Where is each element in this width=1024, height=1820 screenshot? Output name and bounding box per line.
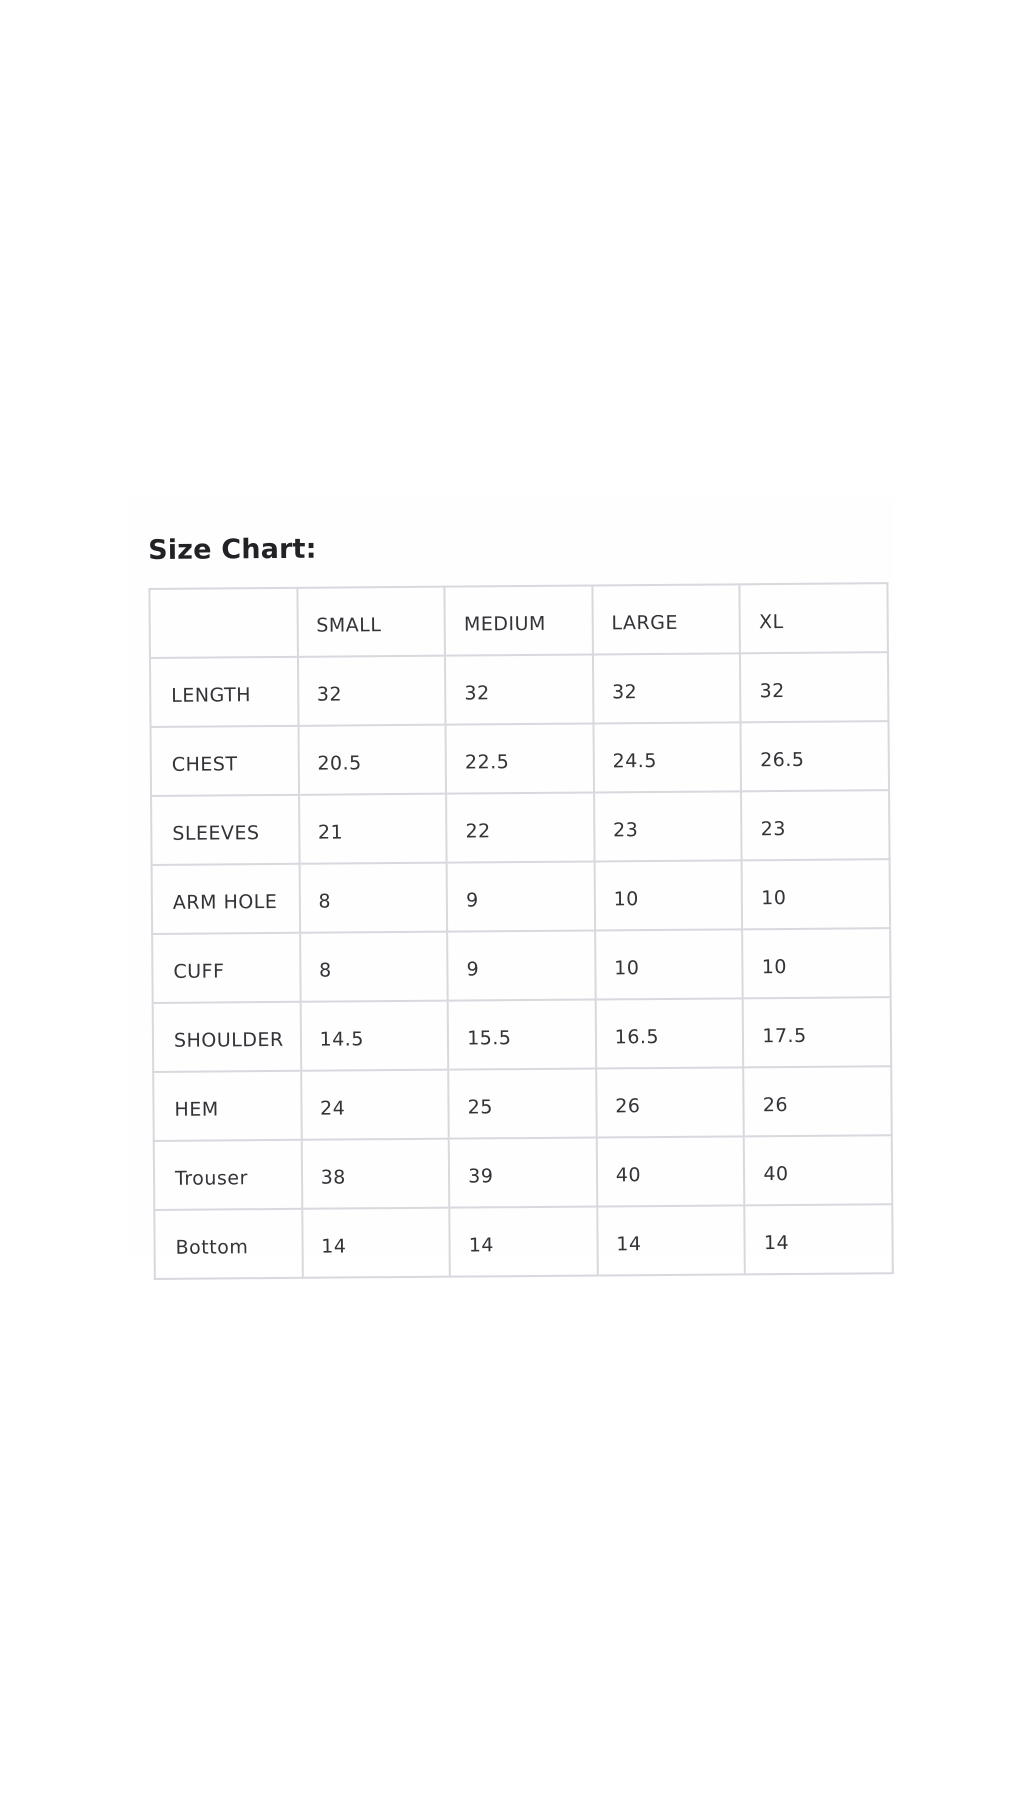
table-cell: 10 [742,928,891,999]
table-cell: 15.5 [447,999,596,1070]
header-row: SMALL MEDIUM LARGE XL [149,583,888,658]
table-cell: 39 [448,1137,598,1208]
column-header-empty [149,587,298,658]
table-cell: 32 [445,654,594,725]
table-cell: 14 [744,1204,893,1275]
table-cell: 22 [446,792,595,863]
table-cell: 32 [592,653,741,724]
table-cell: 14 [597,1205,746,1276]
table-row: ARM HOLE 8 9 10 10 [151,859,891,934]
row-label: SLEEVES [151,794,300,865]
row-label: Bottom [154,1208,303,1279]
table-cell: 32 [297,655,446,726]
row-label: HEM [153,1070,302,1141]
size-table: SMALL MEDIUM LARGE XL LENGTH 32 32 32 32 CHES… [148,582,893,1280]
table-cell: 10 [741,859,891,930]
table-row: CUFF 8 9 10 10 [152,928,891,1003]
size-chart-card [128,497,893,1257]
row-label: SHOULDER [152,1001,301,1072]
table-cell: 10 [594,929,744,1000]
table-row: Bottom 14 14 14 14 [154,1204,893,1279]
table-row: HEM 24 25 26 26 [153,1066,892,1141]
table-cell: 10 [594,860,743,931]
table-cell: 22.5 [445,723,594,794]
table-cell: 17.5 [743,997,892,1068]
column-header-medium: MEDIUM [444,585,593,656]
table-row: SHOULDER 14.5 15.5 16.5 17.5 [152,997,892,1072]
column-header-large: LARGE [592,584,741,655]
column-header-small: SMALL [297,586,446,657]
table-cell: 16.5 [595,998,744,1069]
table-cell: 23 [741,790,890,861]
table-cell: 40 [744,1135,893,1206]
table-row: CHEST 20.5 22.5 24.5 26.5 [150,721,890,796]
table-row: SLEEVES 21 22 23 23 [151,790,890,865]
table-row: Trouser 38 39 40 40 [153,1135,893,1210]
table-cell: 24.5 [593,722,742,793]
table-cell: 8 [299,862,448,933]
row-label: CUFF [152,932,301,1003]
size-chart-title: Size Chart: [148,533,317,566]
table-cell: 26 [595,1067,745,1138]
table-cell: 40 [596,1136,745,1207]
column-header-xl: XL [739,583,888,654]
table-cell: 23 [593,791,742,862]
size-chart: Size Chart: SMALL MEDIUM LARGE XL LENGTH… [148,529,899,1280]
row-label: Trouser [153,1139,302,1210]
table-cell: 38 [301,1138,450,1209]
table-cell: 21 [298,793,447,864]
table-cell: 9 [447,930,596,1001]
table-cell: 9 [446,861,595,932]
table-cell: 8 [299,931,448,1002]
table-cell: 14 [301,1207,451,1278]
table-cell: 24 [300,1069,449,1140]
table-cell: 20.5 [298,724,447,795]
table-cell: 14 [449,1206,598,1277]
table-cell: 26 [743,1066,892,1137]
table-cell: 32 [740,652,889,723]
table-cell: 26.5 [740,721,890,792]
row-label: ARM HOLE [151,863,300,934]
table-row: LENGTH 32 32 32 32 [149,652,889,727]
table-cell: 25 [448,1068,597,1139]
row-label: CHEST [150,725,299,796]
table-cell: 14.5 [300,1000,449,1071]
row-label: LENGTH [149,656,299,727]
